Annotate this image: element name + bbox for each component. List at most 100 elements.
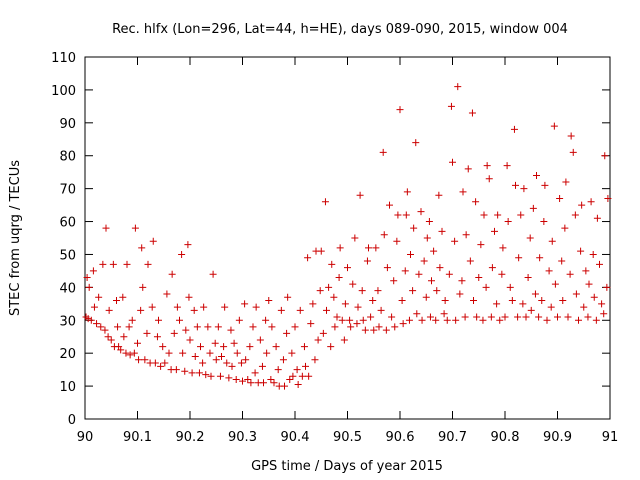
data-point bbox=[311, 356, 319, 364]
data-point bbox=[603, 283, 611, 291]
data-point bbox=[95, 293, 103, 301]
data-point bbox=[447, 102, 455, 110]
data-point bbox=[239, 377, 246, 385]
data-point bbox=[356, 191, 364, 199]
data-point bbox=[498, 270, 506, 278]
data-point bbox=[488, 264, 496, 272]
data-point bbox=[399, 320, 407, 328]
data-point bbox=[428, 277, 435, 285]
x-axis-ticks: 90 90.1 90.2 90.3 90.4 90.5 90.6 90.7 90.8 90.9 91 bbox=[77, 57, 619, 445]
data-point bbox=[131, 224, 139, 232]
data-point bbox=[228, 362, 236, 370]
data-point bbox=[477, 241, 485, 249]
data-point bbox=[230, 339, 238, 347]
data-point bbox=[562, 178, 570, 186]
data-point bbox=[209, 270, 217, 278]
data-point bbox=[262, 316, 270, 324]
data-point bbox=[340, 336, 348, 344]
data-point bbox=[157, 362, 165, 370]
data-point bbox=[195, 369, 203, 377]
data-point bbox=[517, 211, 525, 219]
data-point bbox=[375, 323, 383, 331]
data-point bbox=[214, 323, 222, 331]
data-point bbox=[168, 270, 176, 278]
data-point bbox=[260, 379, 267, 387]
data-point bbox=[584, 313, 592, 321]
data-point bbox=[491, 227, 498, 235]
data-point bbox=[101, 326, 109, 334]
data-point bbox=[600, 310, 608, 318]
data-point bbox=[529, 204, 537, 212]
data-point bbox=[483, 162, 491, 170]
data-point bbox=[435, 191, 443, 199]
data-point bbox=[134, 339, 141, 347]
data-point bbox=[426, 313, 434, 321]
data-point bbox=[564, 313, 572, 321]
data-point bbox=[582, 267, 590, 275]
x-tick-label: 90.4 bbox=[281, 430, 310, 445]
data-point bbox=[155, 316, 162, 324]
data-point bbox=[188, 369, 196, 377]
data-point bbox=[143, 329, 151, 337]
x-tick-label: 90.7 bbox=[438, 430, 467, 445]
data-point bbox=[504, 218, 512, 226]
data-point bbox=[543, 316, 551, 324]
data-point bbox=[249, 323, 257, 331]
x-tick-label: 91 bbox=[602, 430, 619, 445]
data-point bbox=[330, 293, 338, 301]
y-tick-label: 80 bbox=[59, 150, 76, 165]
data-point bbox=[554, 313, 561, 321]
data-point bbox=[466, 257, 474, 265]
data-point bbox=[237, 359, 245, 367]
data-point bbox=[515, 254, 523, 262]
data-point bbox=[430, 247, 438, 255]
data-point bbox=[452, 316, 460, 324]
data-point bbox=[104, 333, 112, 341]
data-point bbox=[200, 303, 208, 311]
data-point bbox=[398, 297, 406, 305]
x-tick-label: 90.3 bbox=[228, 430, 257, 445]
data-point bbox=[272, 343, 280, 351]
data-point bbox=[503, 162, 511, 170]
data-point bbox=[321, 198, 329, 206]
data-point bbox=[436, 264, 444, 272]
data-point bbox=[170, 329, 178, 337]
data-point bbox=[258, 362, 266, 370]
data-point bbox=[204, 323, 212, 331]
data-point bbox=[173, 303, 181, 311]
data-point bbox=[85, 283, 93, 291]
data-point bbox=[176, 316, 183, 324]
data-point bbox=[526, 234, 534, 242]
data-point bbox=[506, 283, 514, 291]
data-point bbox=[380, 231, 388, 239]
data-point bbox=[590, 293, 598, 301]
data-point bbox=[394, 211, 402, 219]
data-point bbox=[117, 346, 125, 354]
data-point bbox=[550, 122, 558, 130]
data-point bbox=[263, 349, 271, 357]
data-point bbox=[256, 336, 264, 344]
y-tick-label: 70 bbox=[59, 183, 76, 198]
data-point bbox=[327, 343, 335, 351]
data-point bbox=[422, 293, 430, 301]
data-point bbox=[558, 257, 566, 265]
data-point bbox=[335, 273, 343, 281]
data-point bbox=[494, 211, 502, 219]
data-point bbox=[165, 349, 173, 357]
data-point bbox=[235, 316, 243, 324]
data-point bbox=[207, 372, 215, 380]
data-point bbox=[212, 356, 220, 364]
data-point bbox=[197, 343, 204, 351]
data-point bbox=[87, 316, 95, 324]
data-point bbox=[596, 260, 603, 268]
data-point bbox=[377, 306, 385, 314]
data-point bbox=[413, 310, 421, 318]
data-point bbox=[211, 339, 219, 347]
data-point bbox=[496, 316, 504, 324]
x-tick-label: 90.5 bbox=[333, 430, 362, 445]
data-point bbox=[545, 267, 553, 275]
data-point bbox=[353, 320, 361, 328]
data-point bbox=[172, 366, 180, 374]
data-point bbox=[512, 181, 519, 189]
data-point bbox=[304, 254, 312, 262]
